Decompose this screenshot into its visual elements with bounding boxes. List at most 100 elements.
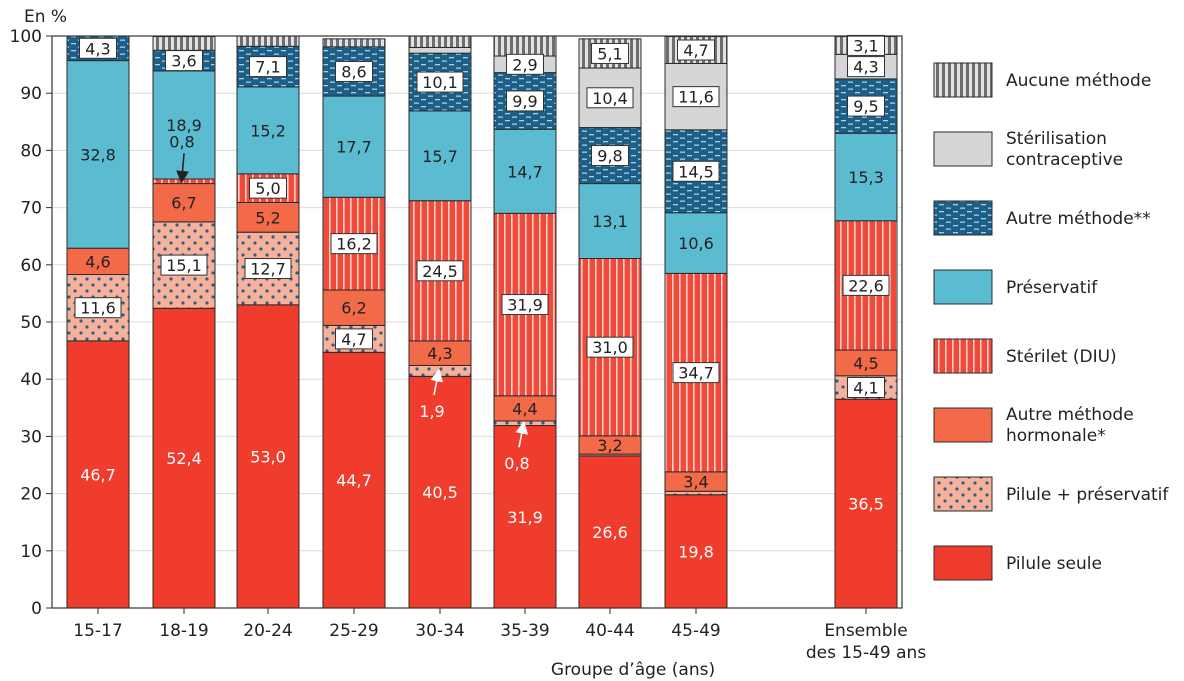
legend-item-autre-methode-hormonale: Autre méthode hormonale* — [933, 405, 1134, 446]
data-label: 53,0 — [250, 447, 286, 466]
data-label: 15,1 — [160, 254, 208, 276]
data-label-text: 19,8 — [678, 542, 714, 561]
data-label: 6,7 — [171, 194, 196, 213]
legend-swatch — [933, 62, 993, 98]
data-label-box — [79, 37, 117, 59]
data-label-text: 34,7 — [678, 364, 714, 383]
data-label-box — [335, 60, 373, 82]
data-label-text: 15,3 — [848, 168, 884, 187]
callout-arrow — [430, 368, 444, 396]
data-label-text: 9,9 — [512, 92, 537, 111]
bar-segment-pilule-seule — [493, 425, 557, 609]
data-label-box — [847, 56, 885, 78]
data-label: 10,6 — [678, 234, 714, 253]
callout-arrow — [515, 420, 529, 448]
bar-segment-aucune-methode — [408, 35, 472, 48]
bar-segment-aucune-methode — [152, 36, 216, 51]
data-label: 0,8 — [169, 132, 195, 184]
legend-swatch — [933, 545, 993, 581]
legend-label: Stérilisation contraceptive — [1006, 129, 1123, 170]
bar-segment-pilule-preservatif — [408, 364, 472, 377]
legend-label: Stérilet (DIU) — [1006, 347, 1117, 367]
data-label: 6,2 — [341, 299, 366, 318]
data-label: 9,9 — [506, 90, 544, 112]
y-tick-label: 70 — [20, 199, 42, 219]
data-label-box — [506, 90, 544, 112]
data-label-text: 18,9 — [166, 116, 202, 135]
data-label-text: 53,0 — [250, 447, 286, 466]
data-label: 14,5 — [672, 160, 720, 182]
data-label-text: 1,9 — [419, 402, 444, 421]
bar-segment-pilule-seule — [236, 304, 300, 609]
data-label: 46,7 — [80, 465, 116, 484]
data-label-text: 40,5 — [422, 483, 458, 502]
bar-segment-preservatif — [408, 110, 472, 202]
legend-swatch — [933, 407, 993, 443]
data-label-text: 4,1 — [853, 378, 878, 397]
data-label-text: 15,7 — [422, 147, 458, 166]
data-label-text: 11,6 — [80, 299, 116, 318]
data-label-text: 10,6 — [678, 234, 714, 253]
bar-segment-aucune-methode — [236, 35, 300, 47]
data-labels: 46,711,64,632,84,352,415,16,70,818,93,65… — [74, 34, 890, 561]
data-label: 4,5 — [853, 354, 878, 373]
bar-segment-autre-methode-hormonale — [322, 289, 386, 326]
data-label: 31,9 — [507, 508, 543, 527]
data-label-text: 15,2 — [250, 121, 286, 140]
data-label: 4,6 — [85, 252, 110, 271]
data-label: 13,1 — [592, 212, 628, 231]
legend-item-pilule-seule: Pilule seule — [933, 545, 1102, 581]
data-label: 34,7 — [672, 362, 720, 384]
data-label-text: 5,1 — [597, 44, 622, 63]
data-label: 7,1 — [249, 56, 287, 78]
bar-segment-sterilet-diu — [152, 178, 216, 185]
data-label-text: 9,8 — [597, 147, 622, 166]
data-label: 11,6 — [672, 86, 720, 108]
data-label-text: 11,6 — [678, 88, 714, 107]
data-label: 5,0 — [249, 177, 287, 199]
legend-swatch — [933, 269, 993, 305]
y-tick-label: 20 — [20, 485, 42, 505]
data-label-text: 22,6 — [848, 276, 884, 295]
data-label-text: 8,6 — [341, 62, 366, 81]
data-label-box — [672, 160, 720, 182]
bar-segment-pilule-seule — [664, 494, 728, 609]
data-label-box — [249, 56, 287, 78]
bar-segment-aucune-methode — [322, 38, 386, 48]
data-label: 40,5 — [422, 483, 458, 502]
data-label-box — [249, 177, 287, 199]
data-label-text: 5,2 — [255, 208, 280, 227]
data-label-box — [586, 87, 634, 109]
legend-item-aucune-methode: Aucune méthode — [933, 62, 1151, 98]
data-label: 4,4 — [512, 399, 537, 418]
data-label-text: 14,7 — [507, 162, 543, 181]
data-label-text: 4,7 — [683, 41, 708, 60]
data-label: 18,9 — [166, 116, 202, 135]
data-label-box — [672, 86, 720, 108]
data-label: 11,6 — [74, 297, 122, 319]
data-label-box — [165, 50, 203, 72]
data-label: 3,2 — [597, 436, 622, 455]
data-label-text: 26,6 — [592, 523, 628, 542]
data-label-text: 32,8 — [80, 145, 116, 164]
bar-segment-autre-methode-hormonale — [152, 183, 216, 223]
legend-item-sterilisation-contraceptive: Stérilisation contraceptive — [933, 129, 1123, 170]
y-tick-label: 0 — [31, 599, 42, 619]
data-label: 4,3 — [79, 37, 117, 59]
legend-item-autre-methode: Autre méthode** — [933, 200, 1151, 236]
legend-label: Pilule seule — [1006, 554, 1102, 574]
data-label: 10,4 — [586, 87, 634, 109]
data-label-text: 3,6 — [171, 52, 196, 71]
data-label: 4,1 — [847, 376, 885, 398]
y-tick-label: 80 — [20, 141, 42, 161]
y-tick-label: 100 — [10, 27, 42, 47]
y-tick-label: 40 — [20, 370, 42, 390]
legend-swatch — [933, 338, 993, 374]
data-label: 2,9 — [506, 53, 544, 75]
data-label-text: 3,2 — [597, 436, 622, 455]
x-category-label: 40-44 — [585, 621, 634, 641]
data-label: 4,3 — [427, 344, 452, 363]
bar-segment-pilule-seule — [66, 340, 130, 609]
data-label-text: 13,1 — [592, 212, 628, 231]
legend-swatch — [933, 131, 993, 167]
